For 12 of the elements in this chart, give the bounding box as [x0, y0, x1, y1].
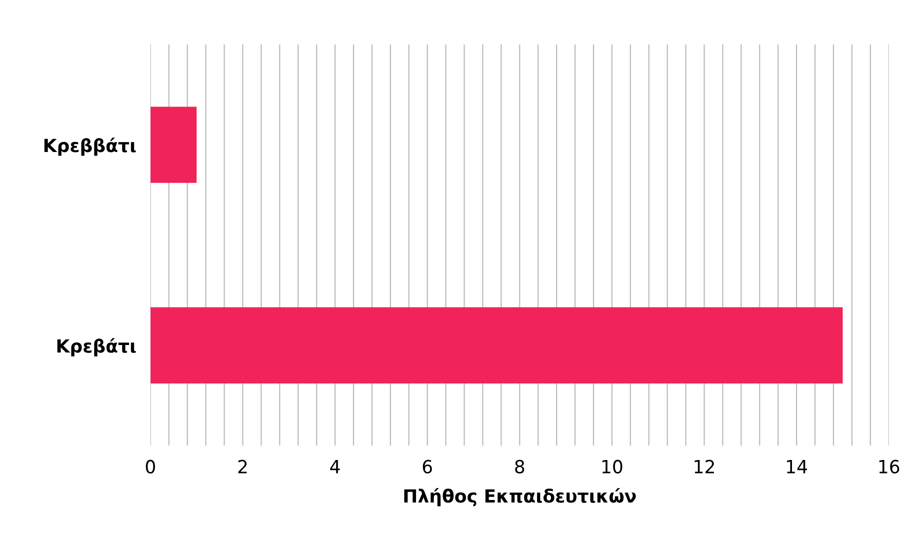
y-tick-label: Κρεββάτι — [44, 138, 136, 156]
x-axis-title: Πλήθος Εκπαιδευτικών — [404, 488, 636, 506]
x-tick-label: 8 — [515, 460, 524, 474]
x-tick-label: 2 — [238, 460, 247, 474]
x-tick-label: 4 — [330, 460, 340, 474]
x-tick-label: 12 — [694, 460, 714, 474]
x-tick-label: 14 — [787, 460, 808, 474]
y-tick-label: Κρεβάτι — [57, 338, 136, 356]
x-tick-label: 0 — [146, 460, 155, 474]
x-tick-label: 6 — [422, 460, 432, 474]
x-tick-label: 16 — [879, 460, 900, 474]
x-tick-label: 10 — [602, 460, 622, 474]
